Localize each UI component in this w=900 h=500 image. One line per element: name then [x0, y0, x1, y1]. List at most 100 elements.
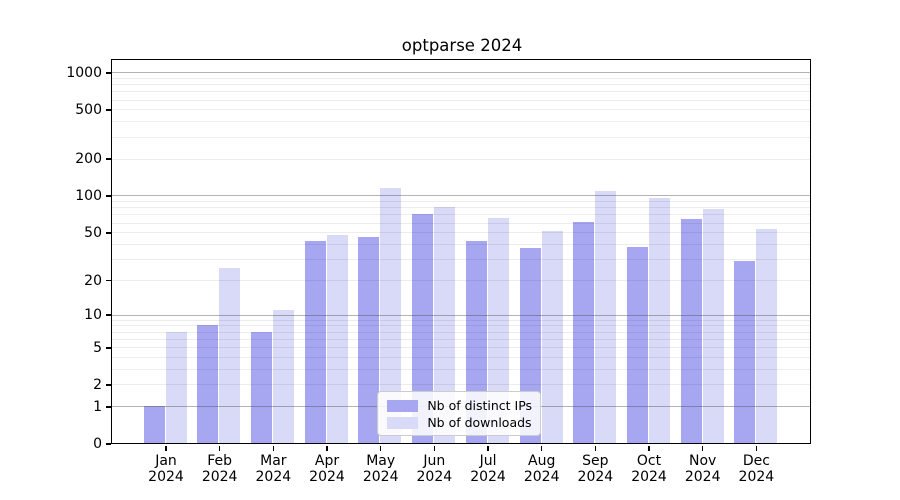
bar-downloads	[648, 198, 670, 444]
y-tick-mark	[106, 158, 111, 160]
minor-gridline	[112, 207, 811, 209]
x-tick-mark	[540, 446, 543, 451]
y-tick-mark	[106, 279, 111, 282]
x-tick-label: Nov 2024	[684, 453, 721, 485]
x-tick-mark	[272, 446, 275, 451]
y-tick-label: 200	[75, 151, 102, 168]
legend-swatch-distinct-ips	[387, 399, 419, 412]
bar-downloads	[702, 208, 724, 444]
bar-distinct-ips	[680, 219, 702, 444]
x-tick-label: Apr 2024	[309, 453, 345, 485]
legend-label-distinct-ips: Nb of distinct IPs	[427, 398, 533, 414]
minor-gridline	[112, 222, 811, 224]
bar-distinct-ips	[412, 214, 434, 444]
y-tick-mark	[106, 443, 111, 445]
minor-gridline	[112, 77, 811, 79]
minor-gridline	[112, 368, 811, 370]
x-tick-label: Oct 2024	[631, 453, 667, 485]
y-tick-label: 50	[84, 224, 102, 241]
minor-gridline	[112, 158, 811, 160]
y-tick-mark	[106, 384, 111, 386]
bar-downloads	[434, 207, 456, 444]
y-tick-mark	[106, 405, 111, 408]
x-tick-mark	[165, 446, 167, 451]
legend-label-downloads: Nb of downloads	[427, 415, 532, 431]
y-tick-label: 1000	[66, 64, 102, 81]
x-tick-mark	[648, 446, 650, 451]
chart-title: optparse 2024	[401, 36, 523, 55]
bar-downloads	[756, 229, 778, 444]
x-tick-label: Jun 2024	[416, 453, 453, 485]
bar-distinct-ips	[143, 406, 165, 444]
bar-downloads	[273, 309, 295, 444]
y-tick-mark	[106, 109, 111, 111]
x-tick-label: Mar 2024	[255, 453, 292, 485]
minor-gridline	[112, 91, 811, 93]
bar-downloads	[595, 191, 617, 444]
minor-gridline	[112, 331, 811, 333]
y-tick-label: 1	[93, 398, 102, 415]
x-tick-label: Jan 2024	[148, 453, 184, 485]
legend: Nb of distinct IPs Nb of downloads	[377, 391, 542, 437]
minor-gridline	[112, 136, 811, 138]
bar-distinct-ips	[304, 241, 326, 444]
x-tick-mark	[487, 446, 489, 451]
bar-distinct-ips	[626, 246, 648, 444]
minor-gridline	[112, 319, 811, 321]
bar-downloads	[219, 268, 241, 444]
minor-gridline	[112, 243, 811, 245]
y-tick-mark	[106, 314, 111, 317]
bar-downloads	[487, 217, 509, 444]
y-tick-mark	[106, 195, 111, 197]
y-tick-label: 10	[84, 307, 102, 324]
x-tick-mark	[218, 446, 221, 451]
minor-gridline	[112, 356, 811, 358]
x-tick-label: Feb 2024	[201, 453, 238, 485]
minor-gridline	[112, 347, 811, 349]
minor-gridline	[112, 201, 811, 203]
plot-area: Nb of distinct IPs Nb of downloads	[111, 59, 812, 445]
major-gridline	[112, 72, 811, 74]
x-tick-label: Aug 2024	[523, 453, 560, 485]
x-tick-mark	[326, 446, 328, 451]
bar-downloads	[326, 235, 348, 444]
legend-swatch-downloads	[387, 416, 419, 429]
bar-downloads	[541, 231, 563, 444]
x-tick-mark	[594, 446, 597, 451]
bar-distinct-ips	[197, 325, 219, 444]
x-tick-label: Dec 2024	[738, 453, 775, 485]
bar-distinct-ips	[734, 260, 756, 444]
minor-gridline	[112, 84, 811, 86]
bar-distinct-ips	[251, 331, 273, 444]
minor-gridline	[112, 258, 811, 260]
minor-gridline	[112, 232, 811, 234]
y-tick-mark	[106, 72, 111, 74]
legend-row-downloads: Nb of downloads	[387, 415, 532, 431]
x-tick-mark	[701, 446, 704, 451]
x-tick-mark	[433, 446, 436, 451]
minor-gridline	[112, 384, 811, 386]
y-tick-label: 20	[84, 272, 102, 289]
minor-gridline	[112, 338, 811, 340]
x-tick-label: May 2024	[362, 453, 399, 485]
bar-distinct-ips	[358, 236, 380, 444]
bar-downloads	[380, 188, 402, 444]
bar-downloads	[165, 331, 187, 444]
y-tick-label: 500	[75, 102, 102, 119]
minor-gridline	[112, 109, 811, 111]
y-tick-label: 0	[93, 436, 102, 452]
y-tick-mark	[106, 232, 111, 234]
major-gridline	[112, 314, 811, 316]
minor-gridline	[112, 279, 811, 281]
x-tick-label: Sep 2024	[577, 453, 614, 485]
x-tick-mark	[379, 446, 382, 451]
major-gridline	[112, 195, 811, 197]
minor-gridline	[112, 325, 811, 327]
bar-distinct-ips	[573, 221, 595, 444]
legend-row-distinct-ips: Nb of distinct IPs	[387, 398, 533, 414]
minor-gridline	[112, 214, 811, 216]
x-tick-mark	[755, 446, 758, 451]
minor-gridline	[112, 121, 811, 123]
y-tick-label: 2	[93, 377, 102, 393]
